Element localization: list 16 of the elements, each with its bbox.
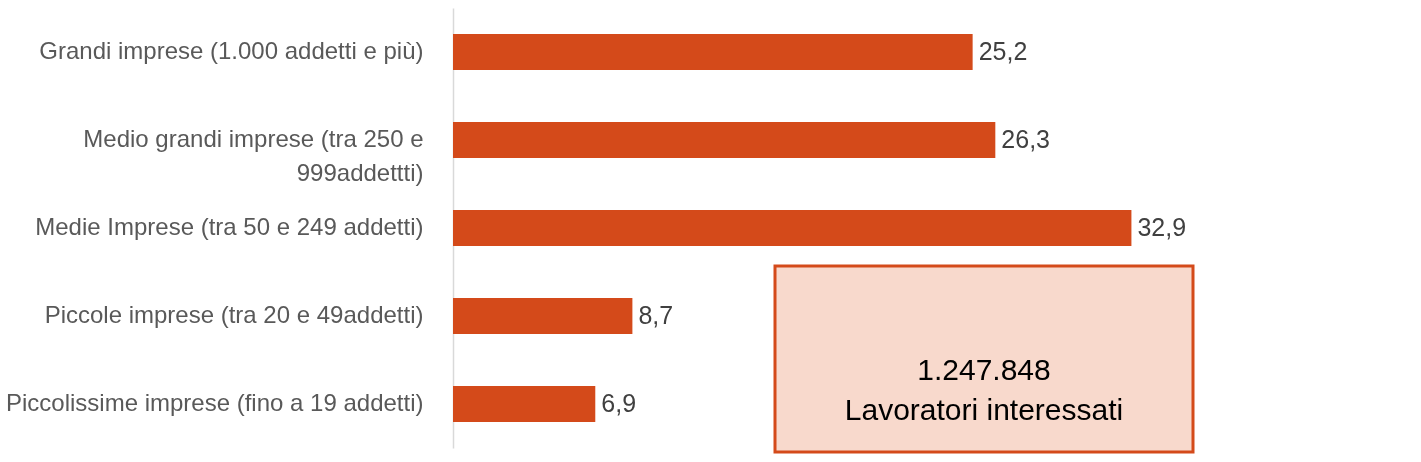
bar [453,386,596,422]
data-label: 26,3 [1001,125,1050,153]
y-tick-label: Medio grandi imprese (tra 250 e 999addettti) [83,125,424,186]
bar [453,122,996,158]
y-tick-label: Medie Imprese (tra 50 e 249 addetti) [35,213,424,240]
bar [453,210,1132,246]
y-tick-label: Piccolissime imprese (fino a 19 addetti) [5,389,424,416]
bar [453,298,633,334]
data-label: 25,2 [978,37,1028,65]
bar [453,34,973,70]
data-label: 8,7 [638,301,674,329]
y-tick-label: Piccole imprese (tra 20 e 49addetti) [44,301,424,328]
y-tick-label: Grandi imprese (1.000 addetti e più) [39,37,424,64]
annotation: 1.247.848 Lavoratori interessati [844,353,1124,426]
data-label: 6,9 [601,389,637,417]
data-label: 32,9 [1137,213,1187,241]
